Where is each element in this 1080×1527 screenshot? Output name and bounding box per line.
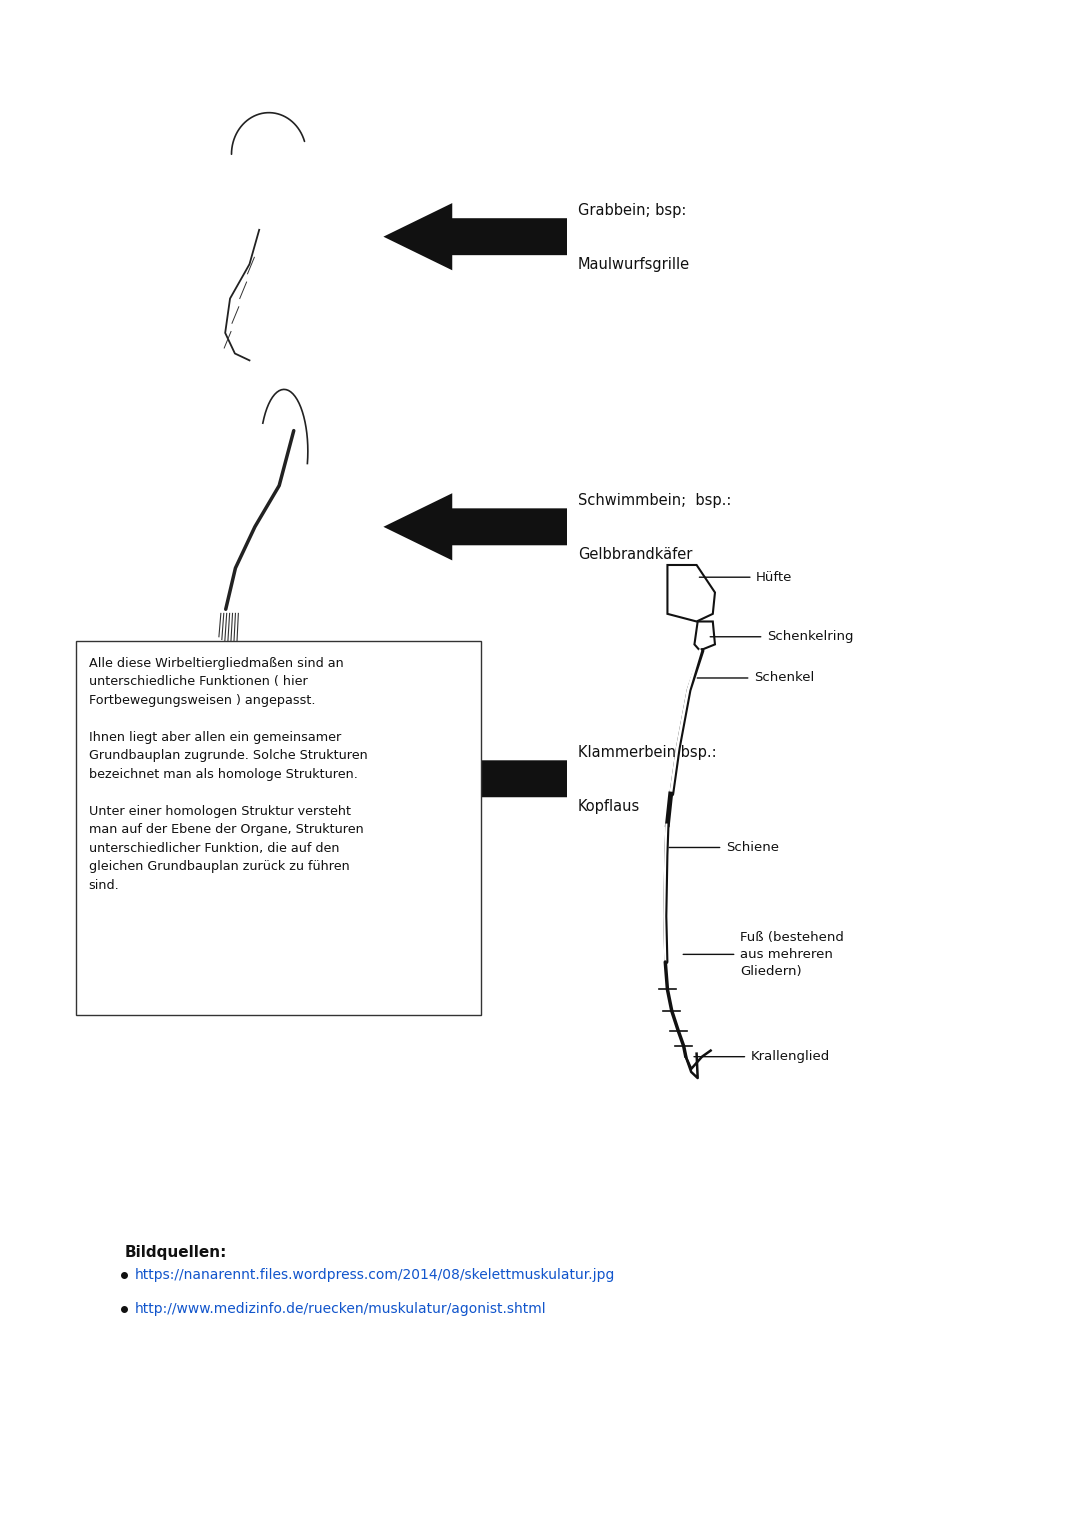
Polygon shape (383, 203, 567, 270)
Text: Kopflaus: Kopflaus (578, 799, 640, 814)
Text: Schwimmbein;  bsp.:: Schwimmbein; bsp.: (578, 493, 731, 508)
Text: Hüfte: Hüfte (756, 571, 793, 583)
Text: Klammerbein bsp.:: Klammerbein bsp.: (578, 745, 716, 760)
Bar (76, 641, 481, 1015)
Polygon shape (262, 389, 308, 464)
Polygon shape (383, 493, 567, 560)
Polygon shape (383, 745, 567, 812)
Text: Krallenglied: Krallenglied (751, 1051, 829, 1063)
Text: Gelbbrandkäfer: Gelbbrandkäfer (578, 547, 692, 562)
Text: http://www.medizinfo.de/ruecken/muskulatur/agonist.shtml: http://www.medizinfo.de/ruecken/muskulat… (135, 1301, 546, 1316)
Text: Maulwurfsgrille: Maulwurfsgrille (578, 257, 690, 272)
Polygon shape (694, 621, 715, 651)
Text: Grabbein; bsp:: Grabbein; bsp: (578, 203, 686, 218)
Text: Schenkelring: Schenkelring (767, 631, 853, 643)
Text: Schiene: Schiene (726, 841, 779, 854)
Polygon shape (190, 727, 280, 799)
Polygon shape (667, 565, 715, 621)
Text: https://nanarennt.files.wordpress.com/2014/08/skelettmuskulatur.jpg: https://nanarennt.files.wordpress.com/20… (135, 1267, 616, 1283)
Text: Schenkel: Schenkel (754, 672, 814, 684)
Text: Bildquellen:: Bildquellen: (124, 1245, 227, 1260)
Text: Fuß (bestehend
aus mehreren
Gliedern): Fuß (bestehend aus mehreren Gliedern) (740, 931, 843, 977)
Text: Alle diese Wirbeltiergliedmaßen sind an
unterschiedliche Funktionen ( hier
Fortb: Alle diese Wirbeltiergliedmaßen sind an … (89, 657, 367, 892)
